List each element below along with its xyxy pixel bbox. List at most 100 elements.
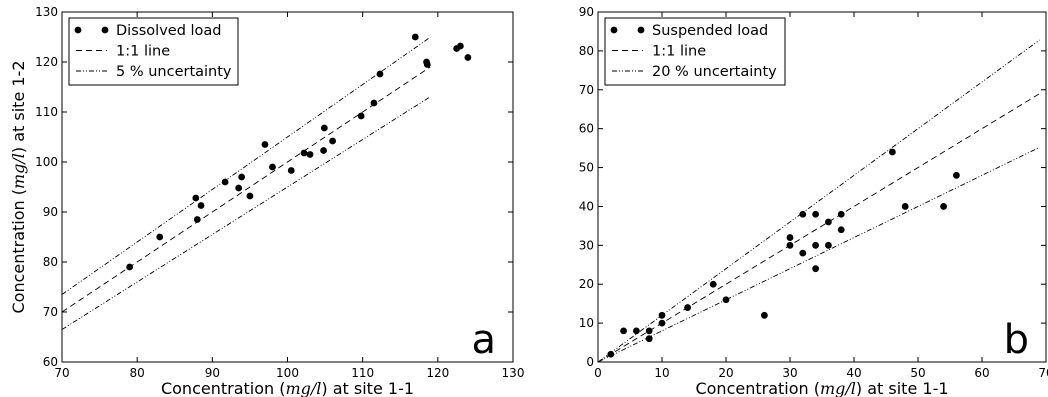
x-tick-label: 10 xyxy=(654,366,669,380)
uncertainty-upper-line xyxy=(62,36,431,295)
x-tick-label: 40 xyxy=(846,366,861,380)
y-tick-label: 0 xyxy=(586,355,594,369)
data-point xyxy=(799,249,807,257)
legend-box xyxy=(604,17,786,86)
legend: Dissolved load 1:1 line 5 % uncertainty xyxy=(68,17,239,86)
x-tick-label: 20 xyxy=(718,366,733,380)
y-tick-label: 70 xyxy=(579,83,594,97)
legend-marker xyxy=(610,26,618,34)
y-tick-label: 110 xyxy=(35,105,58,119)
legend-label: Suspended load xyxy=(652,23,768,39)
x-tick-label: 70 xyxy=(54,366,69,380)
y-tick-label: 90 xyxy=(579,5,594,19)
data-point xyxy=(456,42,464,50)
data-point xyxy=(306,151,314,158)
x-tick-label: 90 xyxy=(205,366,220,380)
data-point xyxy=(645,335,653,343)
data-point xyxy=(761,311,768,319)
panel-letter: b xyxy=(1004,317,1029,363)
data-point xyxy=(825,218,832,226)
data-point xyxy=(786,234,794,241)
data-point xyxy=(633,327,640,335)
data-point xyxy=(156,233,164,241)
data-point xyxy=(645,327,653,335)
y-tick-label: 40 xyxy=(579,199,594,213)
legend-label: 1:1 line xyxy=(116,44,170,60)
data-point xyxy=(197,202,205,209)
legend-label: 5 % uncertainty xyxy=(116,64,232,80)
legend-label: 1:1 line xyxy=(652,44,706,60)
data-point xyxy=(376,70,384,78)
data-point xyxy=(423,61,431,68)
data-point xyxy=(261,141,269,148)
y-tick-label: 120 xyxy=(35,55,58,69)
x-tick-label: 60 xyxy=(974,366,989,380)
x-tick-label: 50 xyxy=(910,366,925,380)
y-tick-label: 100 xyxy=(35,155,58,169)
data-point xyxy=(192,194,200,202)
one-to-one-line xyxy=(598,93,1040,362)
data-layer xyxy=(62,33,472,330)
y-tick-label: 90 xyxy=(43,205,58,219)
data-point xyxy=(357,112,365,120)
data-layer xyxy=(598,39,1040,362)
data-point xyxy=(620,327,627,335)
panel-letter: a xyxy=(471,317,496,363)
uncertainty-upper-line xyxy=(598,39,1040,362)
data-point xyxy=(370,99,378,107)
data-point xyxy=(722,296,730,304)
legend-marker xyxy=(637,26,645,34)
chart-panel-b: 0 10 20 30 40 50 60 70 0 10 20 30 40 50 60 70 80 90 Concen… xyxy=(579,5,1048,397)
data-point xyxy=(812,210,819,218)
plot-frame xyxy=(597,11,1047,363)
data-point xyxy=(953,171,960,179)
x-tick-label: 110 xyxy=(351,366,374,380)
data-point xyxy=(812,265,819,273)
data-point xyxy=(235,184,243,192)
legend-label: Dissolved load xyxy=(116,23,222,39)
y-tick-label: 10 xyxy=(579,316,594,330)
x-axis-label: Concentration (mg/l) at site 1-1 xyxy=(161,379,414,397)
y-tick-label: 20 xyxy=(579,277,594,291)
data-point xyxy=(709,280,717,288)
data-point xyxy=(300,149,308,157)
data-point xyxy=(812,241,819,249)
data-point xyxy=(799,210,807,218)
data-point xyxy=(940,203,947,210)
data-point xyxy=(320,147,327,154)
y-axis-label: Concentration (mg/l) at site 1-2 xyxy=(9,60,28,313)
data-point xyxy=(411,33,419,41)
x-tick-label: 120 xyxy=(426,366,449,380)
y-tick-label: 30 xyxy=(579,238,594,252)
data-point xyxy=(901,203,909,210)
legend: Suspended load 1:1 line 20 % uncertainty xyxy=(604,17,786,86)
uncertainty-lower-line xyxy=(598,146,1040,362)
data-point xyxy=(320,124,328,132)
data-point xyxy=(464,54,472,61)
x-tick-label: 80 xyxy=(130,366,145,380)
x-tick-label: 30 xyxy=(782,366,797,380)
x-tick-label: 0 xyxy=(594,366,602,380)
data-point xyxy=(238,173,246,181)
data-point xyxy=(221,178,229,186)
uncertainty-lower-line xyxy=(62,96,431,330)
data-point xyxy=(287,167,295,174)
y-tick-label: 60 xyxy=(579,122,594,136)
y-tick-label: 50 xyxy=(579,161,594,175)
data-point xyxy=(269,163,276,171)
y-tick-label: 70 xyxy=(43,305,58,319)
data-point xyxy=(246,192,254,200)
x-axis-label: Concentration (mg/l) at site 1-1 xyxy=(695,379,948,397)
legend-label: 20 % uncertainty xyxy=(652,64,777,80)
y-tick-label: 60 xyxy=(43,355,58,369)
legend-marker xyxy=(74,26,82,34)
x-tick-label: 70 xyxy=(1038,366,1048,380)
one-to-one-line xyxy=(62,66,431,313)
legend-box xyxy=(68,17,239,86)
legend-marker xyxy=(101,26,109,34)
data-point xyxy=(837,226,845,234)
data-point xyxy=(825,241,832,249)
data-point xyxy=(889,148,896,156)
data-point xyxy=(329,137,336,145)
